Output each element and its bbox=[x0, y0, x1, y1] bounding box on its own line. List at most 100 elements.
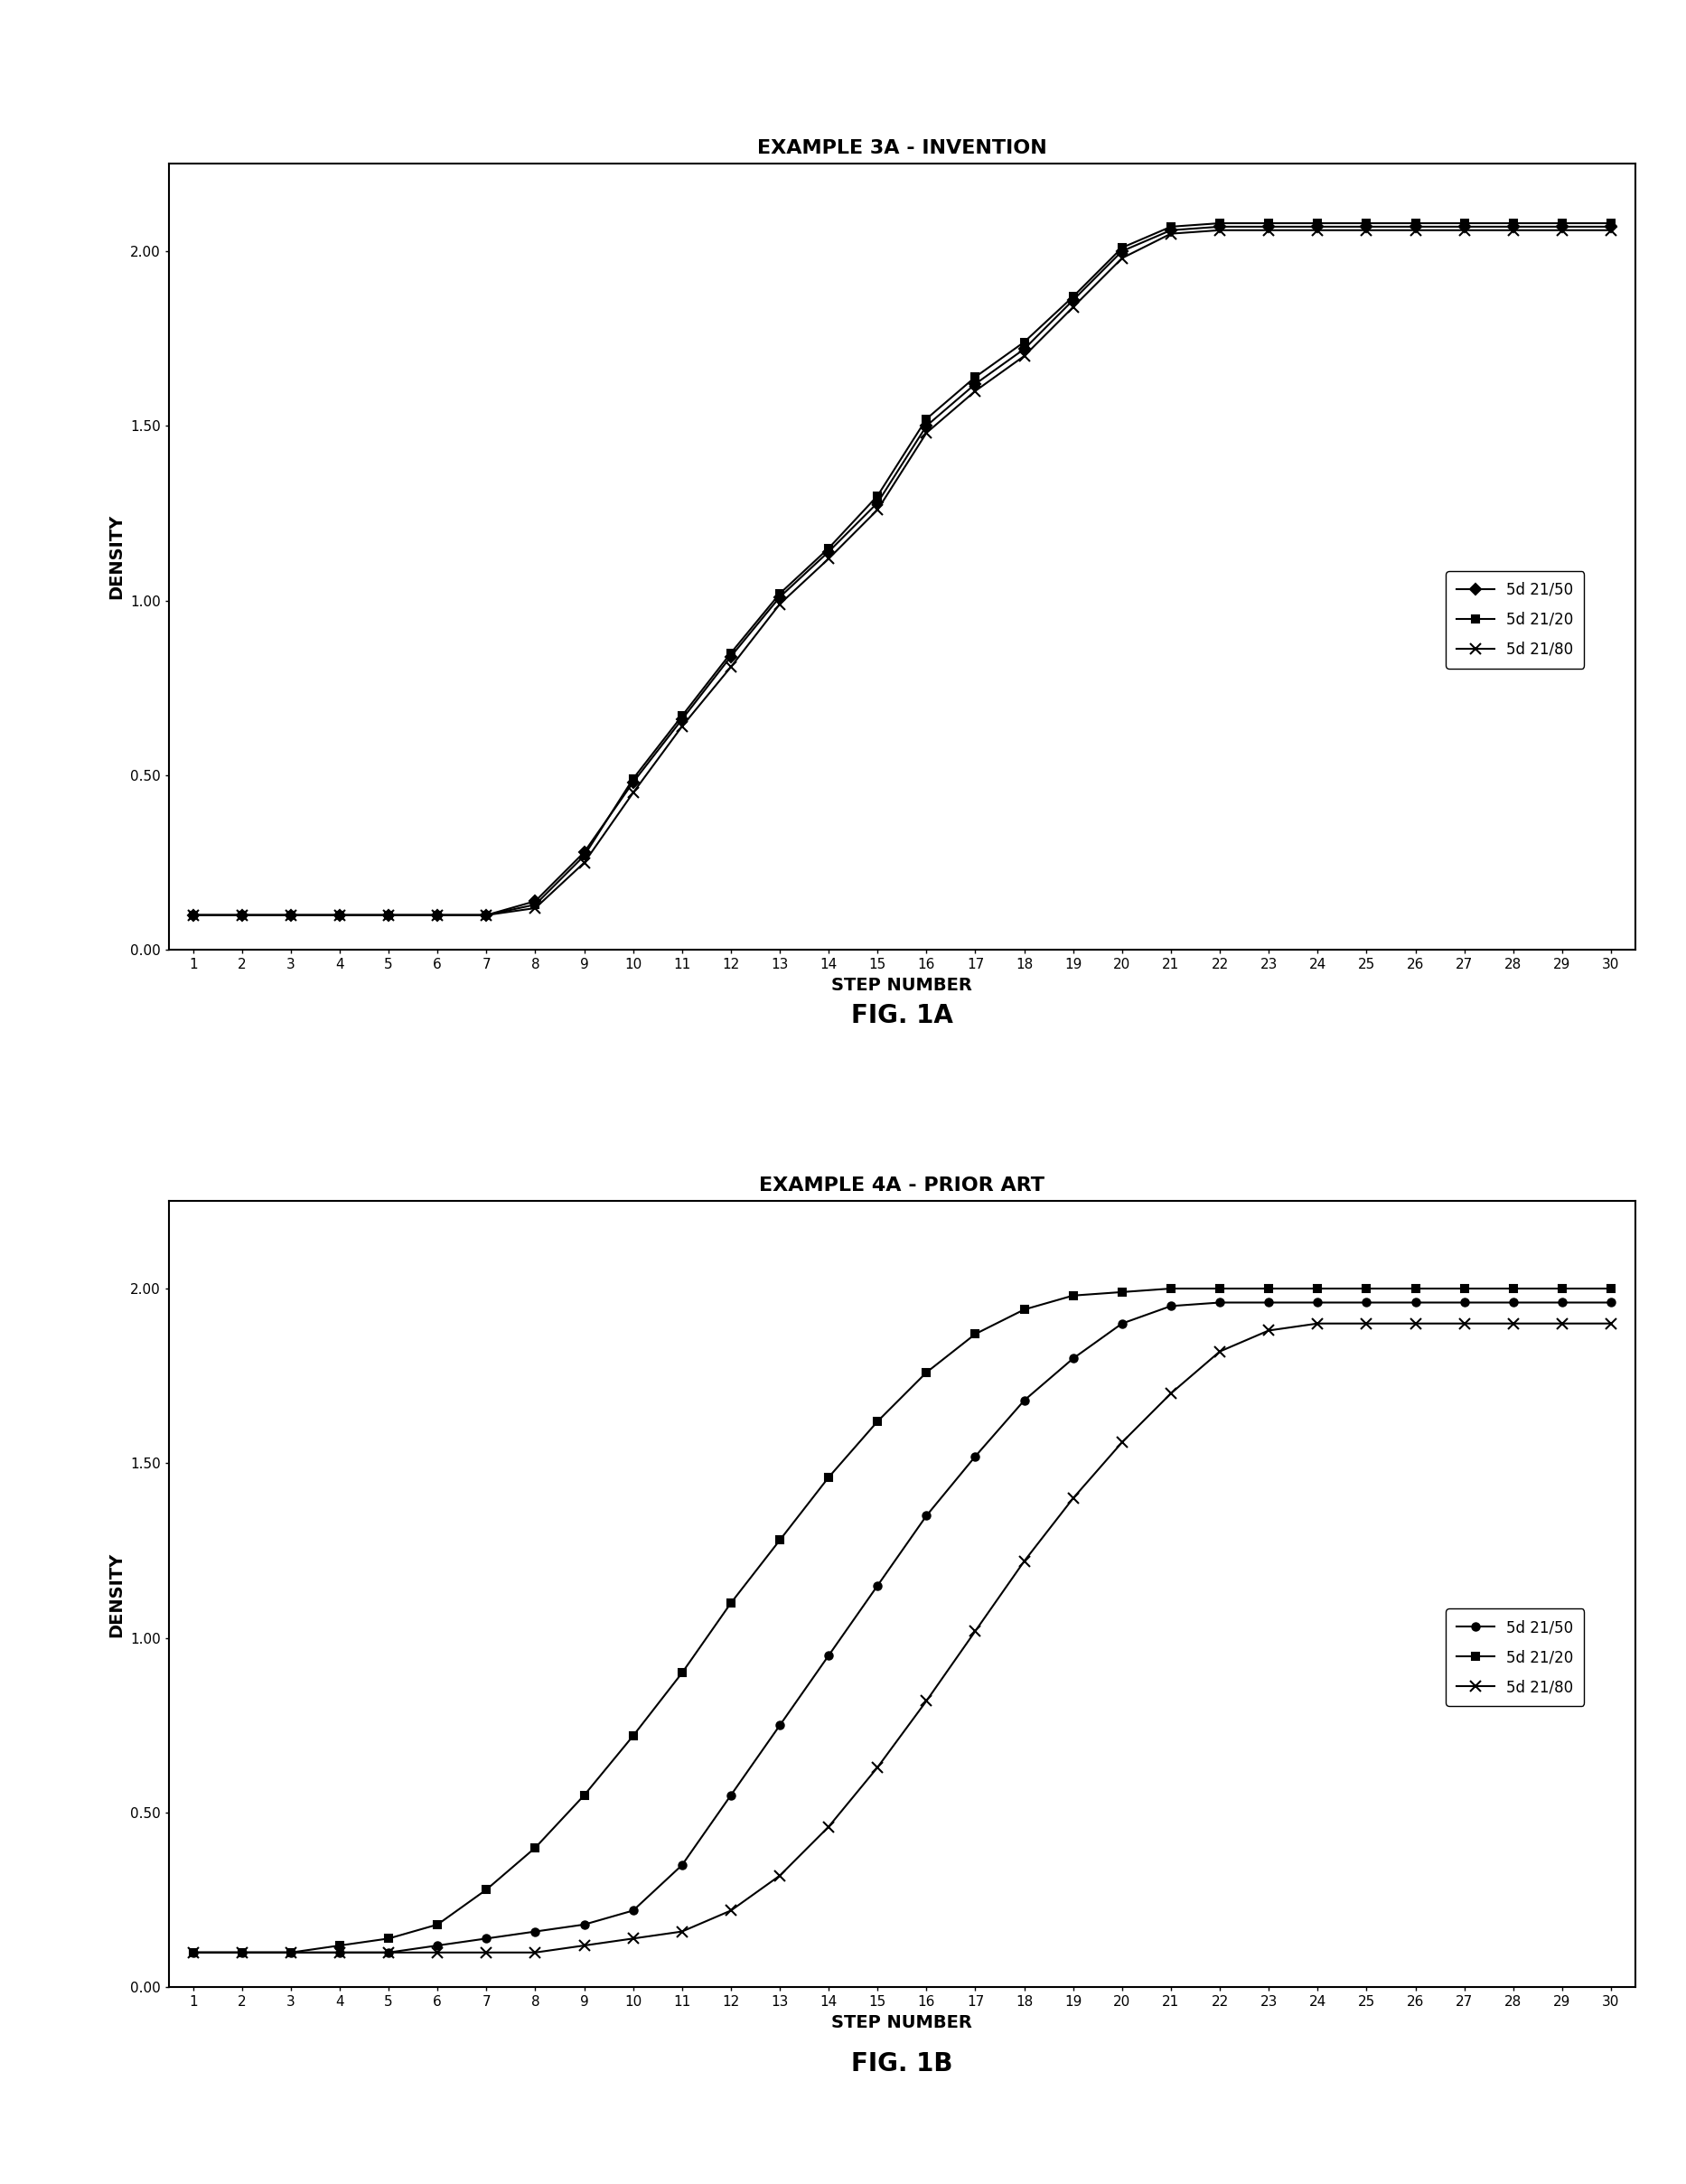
5d 21/80 bbox=[966, 1618, 986, 1645]
5d 21/50 bbox=[1258, 214, 1278, 240]
5d 21/80 bbox=[1258, 1317, 1278, 1343]
Title: EXAMPLE 3A - INVENTION: EXAMPLE 3A - INVENTION bbox=[757, 140, 1047, 157]
5d 21/20 bbox=[819, 535, 840, 561]
5d 21/20 bbox=[330, 1933, 351, 1959]
5d 21/80 bbox=[769, 1863, 789, 1889]
5d 21/20 bbox=[1504, 1275, 1524, 1302]
5d 21/20 bbox=[1064, 1282, 1084, 1308]
5d 21/80 bbox=[233, 902, 253, 928]
5d 21/20 bbox=[1113, 234, 1133, 260]
5d 21/50 bbox=[671, 705, 693, 732]
5d 21/50 bbox=[428, 902, 448, 928]
5d 21/80 bbox=[1064, 1485, 1084, 1511]
5d 21/20 bbox=[182, 902, 204, 928]
5d 21/50 bbox=[475, 1926, 496, 1952]
5d 21/50 bbox=[573, 1911, 595, 1937]
5d 21/20 bbox=[769, 581, 789, 607]
5d 21/20 bbox=[722, 640, 742, 666]
5d 21/50 bbox=[280, 902, 300, 928]
5d 21/50 bbox=[330, 902, 351, 928]
5d 21/50 bbox=[475, 902, 496, 928]
5d 21/80 bbox=[1160, 221, 1180, 247]
5d 21/80 bbox=[280, 1939, 300, 1966]
5d 21/50 bbox=[1064, 286, 1084, 312]
5d 21/20 bbox=[1064, 284, 1084, 310]
5d 21/50 bbox=[966, 1444, 986, 1470]
5d 21/20 bbox=[526, 891, 546, 917]
5d 21/80 bbox=[379, 902, 400, 928]
5d 21/80 bbox=[722, 653, 742, 679]
5d 21/50 bbox=[330, 1939, 351, 1966]
5d 21/80 bbox=[526, 895, 546, 922]
5d 21/80 bbox=[917, 1688, 937, 1714]
Title: EXAMPLE 4A - PRIOR ART: EXAMPLE 4A - PRIOR ART bbox=[759, 1177, 1045, 1195]
5d 21/80 bbox=[1602, 216, 1622, 242]
5d 21/80 bbox=[966, 378, 986, 404]
5d 21/20 bbox=[671, 703, 693, 729]
5d 21/20 bbox=[1602, 210, 1622, 236]
5d 21/50 bbox=[182, 1939, 204, 1966]
5d 21/20 bbox=[966, 365, 986, 391]
5d 21/80 bbox=[1160, 1380, 1180, 1406]
5d 21/20 bbox=[526, 1835, 546, 1861]
5d 21/50 bbox=[917, 1503, 937, 1529]
5d 21/80 bbox=[819, 546, 840, 572]
5d 21/80 bbox=[1504, 1310, 1524, 1337]
5d 21/50 bbox=[867, 1572, 887, 1599]
5d 21/50 bbox=[1064, 1345, 1084, 1372]
5d 21/20 bbox=[917, 406, 937, 432]
5d 21/50 bbox=[917, 413, 937, 439]
5d 21/80 bbox=[1453, 1310, 1474, 1337]
5d 21/20 bbox=[1209, 210, 1229, 236]
5d 21/50 bbox=[1356, 1289, 1376, 1315]
Y-axis label: DENSITY: DENSITY bbox=[108, 515, 125, 598]
5d 21/80 bbox=[1015, 343, 1035, 369]
5d 21/50 bbox=[1308, 214, 1329, 240]
5d 21/20 bbox=[1160, 214, 1180, 240]
5d 21/80 bbox=[1308, 216, 1329, 242]
5d 21/20 bbox=[573, 843, 595, 869]
5d 21/20 bbox=[819, 1463, 840, 1489]
5d 21/80 bbox=[1356, 1310, 1376, 1337]
5d 21/80 bbox=[1113, 1428, 1133, 1455]
5d 21/80 bbox=[1209, 216, 1229, 242]
5d 21/20 bbox=[1015, 330, 1035, 356]
5d 21/50 bbox=[1406, 1289, 1426, 1315]
5d 21/20 bbox=[966, 1321, 986, 1348]
5d 21/50 bbox=[1553, 1289, 1573, 1315]
5d 21/80 bbox=[1258, 216, 1278, 242]
5d 21/80 bbox=[428, 1939, 448, 1966]
5d 21/20 bbox=[624, 767, 644, 793]
5d 21/50 bbox=[1160, 216, 1180, 242]
5d 21/20 bbox=[1015, 1297, 1035, 1324]
5d 21/20 bbox=[769, 1527, 789, 1553]
5d 21/80 bbox=[1553, 216, 1573, 242]
5d 21/50 bbox=[1308, 1289, 1329, 1315]
5d 21/20 bbox=[1308, 1275, 1329, 1302]
5d 21/80 bbox=[233, 1939, 253, 1966]
5d 21/80 bbox=[573, 1933, 595, 1959]
5d 21/50 bbox=[769, 583, 789, 609]
X-axis label: STEP NUMBER: STEP NUMBER bbox=[831, 976, 973, 994]
5d 21/50 bbox=[819, 1642, 840, 1669]
Line: 5d 21/20: 5d 21/20 bbox=[189, 1284, 1615, 1957]
5d 21/50 bbox=[526, 889, 546, 915]
5d 21/50 bbox=[1602, 214, 1622, 240]
5d 21/50 bbox=[233, 1939, 253, 1966]
5d 21/80 bbox=[722, 1898, 742, 1924]
5d 21/80 bbox=[475, 902, 496, 928]
5d 21/80 bbox=[867, 496, 887, 522]
5d 21/50 bbox=[966, 371, 986, 397]
5d 21/80 bbox=[1113, 245, 1133, 271]
5d 21/20 bbox=[428, 1911, 448, 1937]
5d 21/20 bbox=[1553, 210, 1573, 236]
5d 21/80 bbox=[1356, 216, 1376, 242]
5d 21/50 bbox=[1015, 336, 1035, 363]
5d 21/80 bbox=[1406, 1310, 1426, 1337]
5d 21/50 bbox=[1356, 214, 1376, 240]
5d 21/80 bbox=[671, 714, 693, 740]
5d 21/50 bbox=[867, 489, 887, 515]
5d 21/50 bbox=[1504, 1289, 1524, 1315]
5d 21/80 bbox=[475, 1939, 496, 1966]
5d 21/20 bbox=[1453, 1275, 1474, 1302]
